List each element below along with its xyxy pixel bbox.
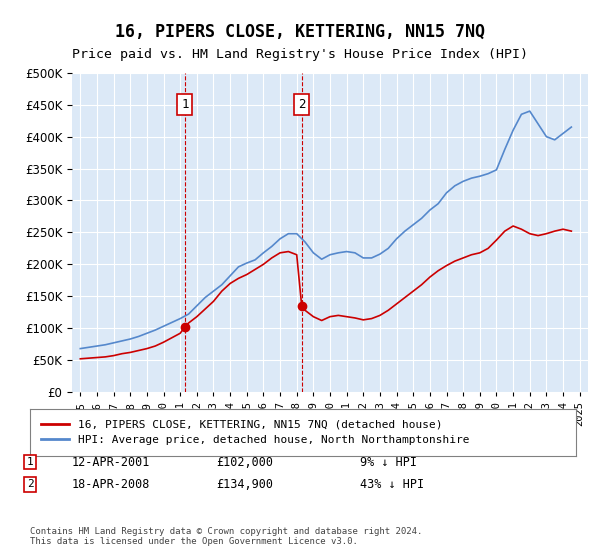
Text: Contains HM Land Registry data © Crown copyright and database right 2024.
This d: Contains HM Land Registry data © Crown c… xyxy=(30,526,422,546)
Text: 1: 1 xyxy=(26,457,34,467)
Text: 2: 2 xyxy=(298,98,305,111)
Text: 2: 2 xyxy=(26,479,34,489)
Text: 43% ↓ HPI: 43% ↓ HPI xyxy=(360,478,424,491)
Text: 9% ↓ HPI: 9% ↓ HPI xyxy=(360,455,417,469)
Text: 16, PIPERS CLOSE, KETTERING, NN15 7NQ: 16, PIPERS CLOSE, KETTERING, NN15 7NQ xyxy=(115,22,485,40)
Text: 1: 1 xyxy=(181,98,188,111)
Text: £134,900: £134,900 xyxy=(216,478,273,491)
Text: Price paid vs. HM Land Registry's House Price Index (HPI): Price paid vs. HM Land Registry's House … xyxy=(72,48,528,60)
Text: £102,000: £102,000 xyxy=(216,455,273,469)
Text: 12-APR-2001: 12-APR-2001 xyxy=(72,455,151,469)
Text: 18-APR-2008: 18-APR-2008 xyxy=(72,478,151,491)
Legend: 16, PIPERS CLOSE, KETTERING, NN15 7NQ (detached house), HPI: Average price, deta: 16, PIPERS CLOSE, KETTERING, NN15 7NQ (d… xyxy=(35,414,475,451)
